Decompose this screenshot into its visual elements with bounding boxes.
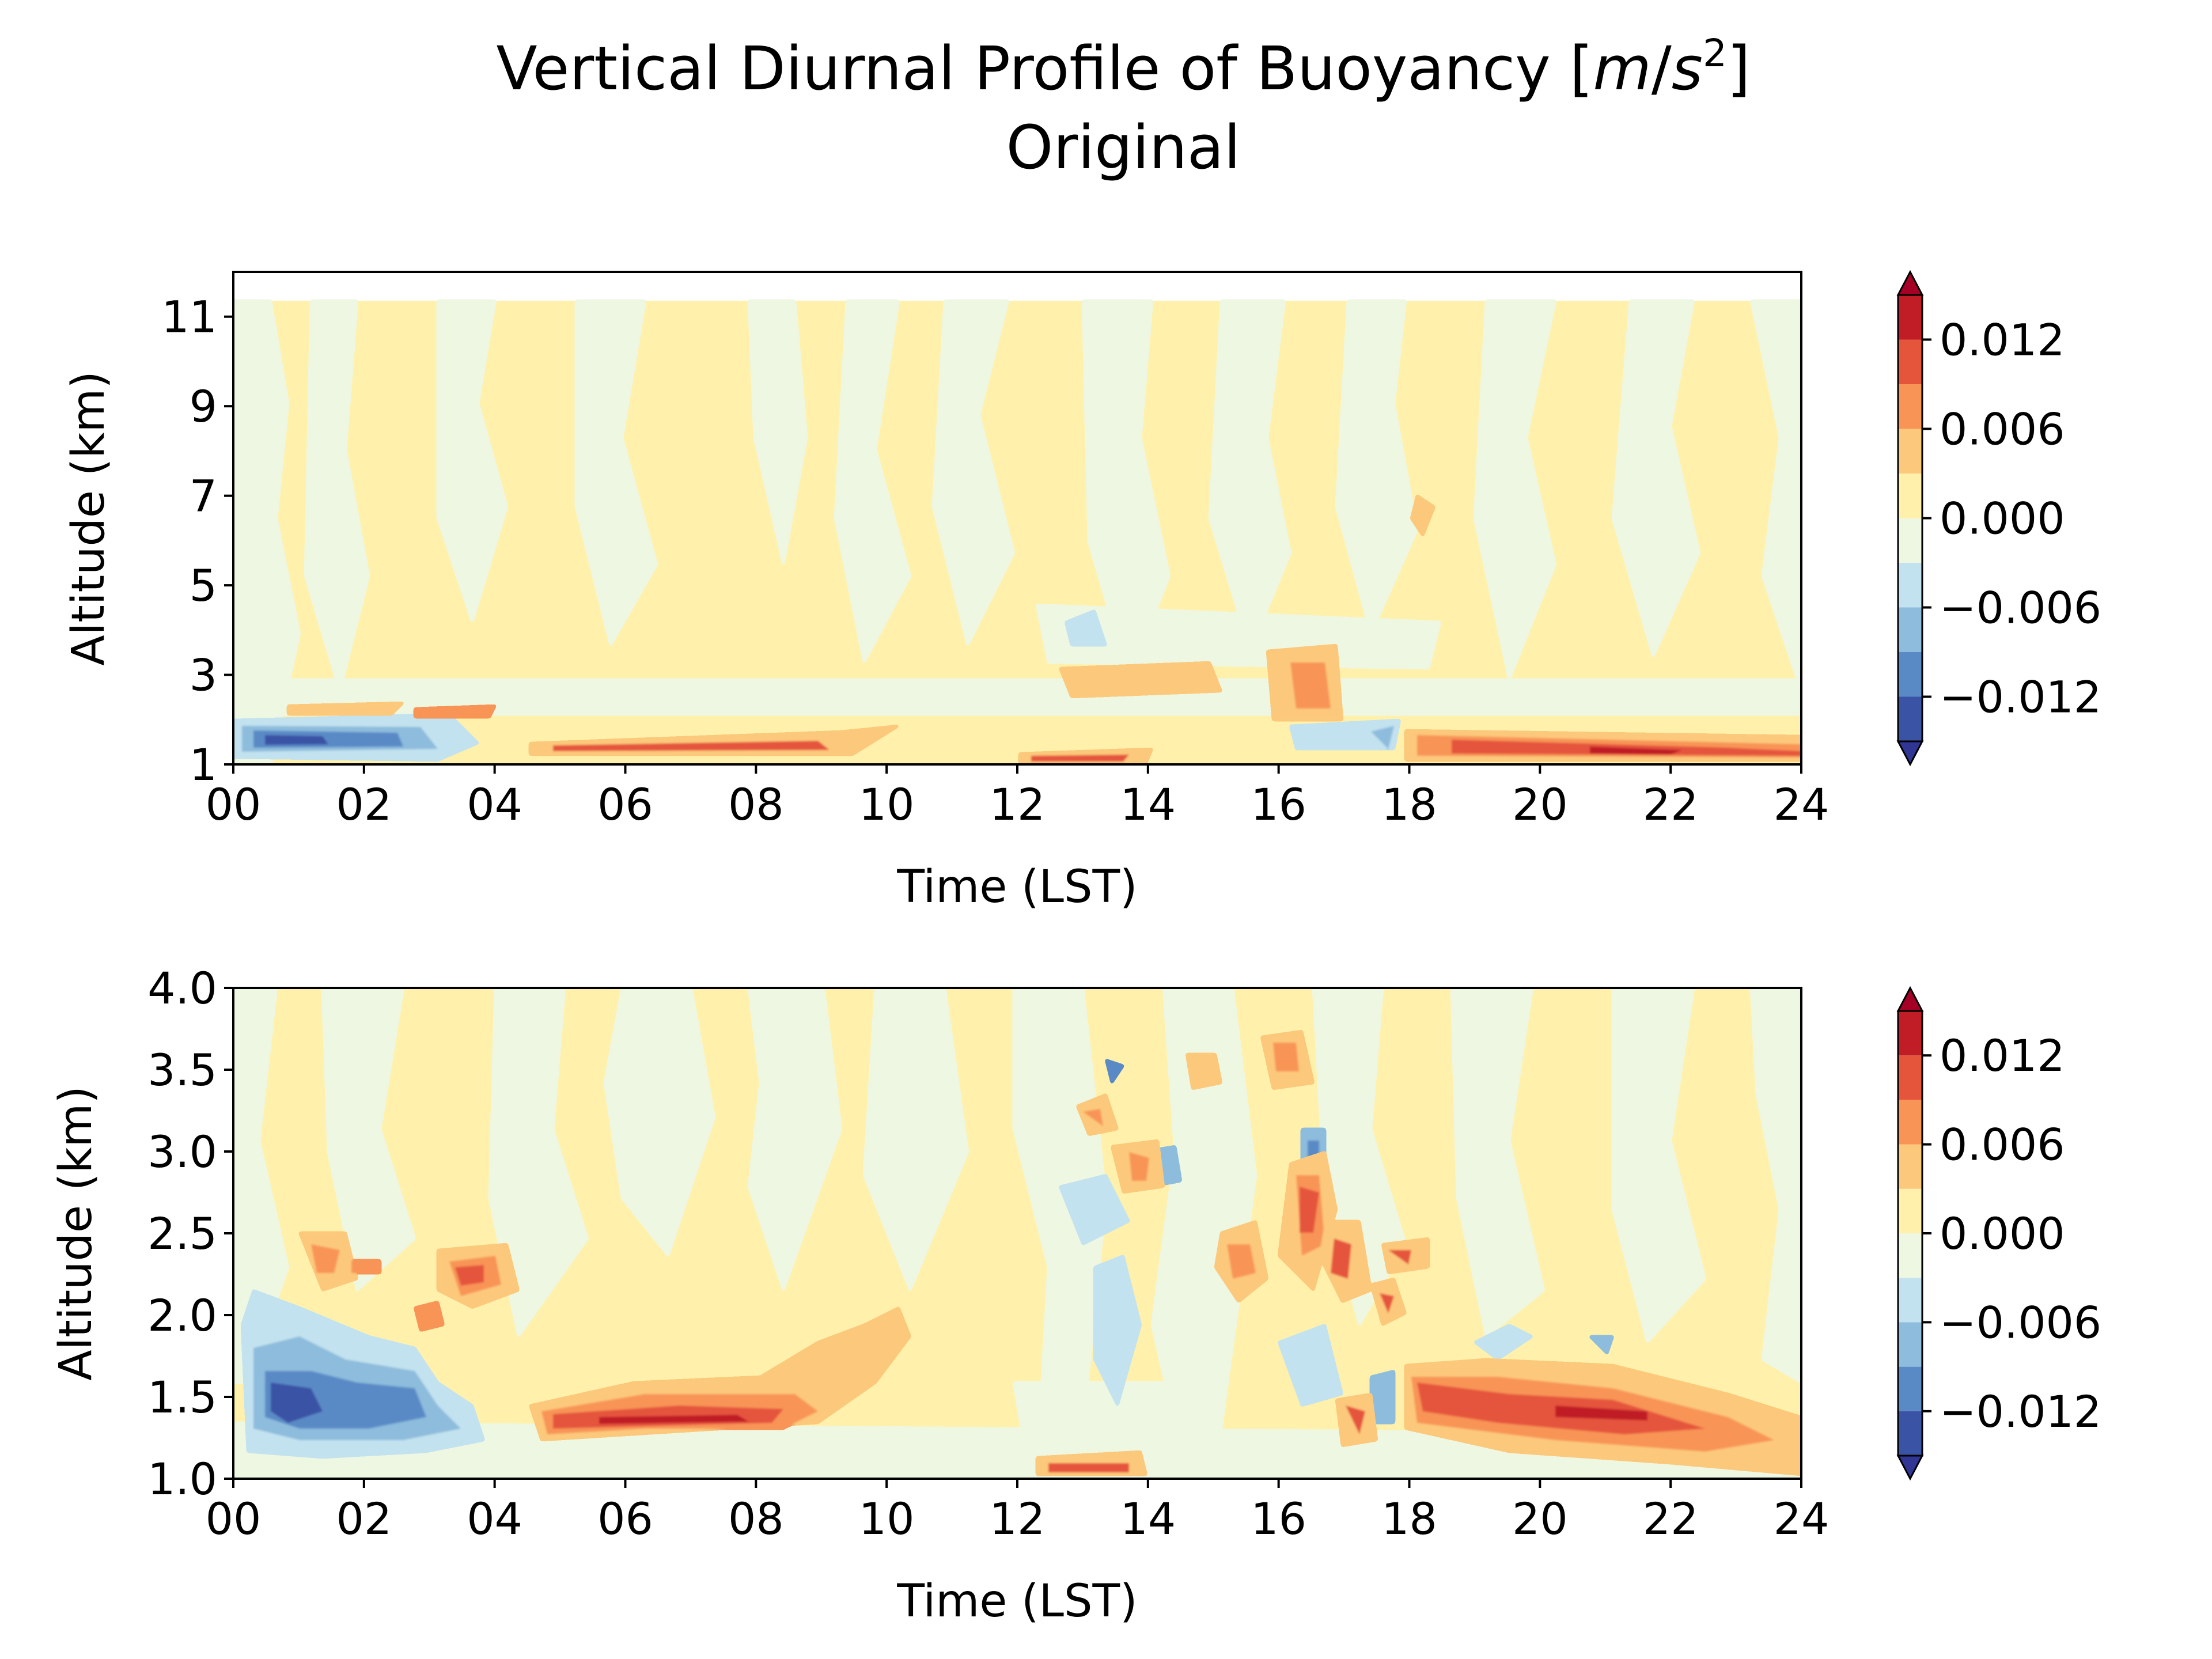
colorbar-tick-label: −0.006: [1940, 582, 2101, 634]
x-tick-label: 12: [990, 1493, 1046, 1544]
top-contour-field: [233, 301, 1801, 764]
x-tick-label: 24: [1774, 1493, 1830, 1544]
colorbar-band: [1898, 1188, 1922, 1233]
colorbar-band: [1898, 1144, 1922, 1189]
bottom-y-ticks: 1.0 1.5 2.0 2.5 3.0 3.5 4.0: [147, 963, 233, 1505]
x-tick-label: 24: [1774, 779, 1830, 830]
colorbar-tick-label: −0.012: [1940, 672, 2101, 723]
x-tick-label: 14: [1120, 779, 1176, 830]
bottom-x-ticks: 00 02 04 06 08 10 12 14 16 18 20 22 24: [206, 1479, 1830, 1544]
x-tick-label: 02: [336, 1493, 392, 1544]
x-tick-label: 06: [597, 1493, 653, 1544]
y-tick-label: 5: [190, 560, 217, 611]
y-tick-label: 3.5: [147, 1044, 217, 1096]
colorbar-band: [1898, 652, 1922, 697]
x-tick-label: 00: [206, 779, 262, 830]
colorbar-band: [1898, 1366, 1922, 1411]
x-tick-label: 22: [1643, 1493, 1699, 1544]
y-tick-label: 1.5: [147, 1372, 217, 1423]
y-tick-label: 3: [190, 650, 217, 701]
x-tick-label: 20: [1512, 1493, 1568, 1544]
colorbar-tick-label: −0.006: [1940, 1297, 2101, 1348]
bottom-near-zero-streaks: [233, 988, 1801, 1479]
x-tick-label: 20: [1512, 779, 1568, 830]
y-tick-label: 1.0: [147, 1453, 217, 1505]
colorbar-tick-label: 0.012: [1940, 1030, 2065, 1081]
x-tick-label: 02: [336, 779, 392, 830]
y-tick-label: 1: [190, 739, 217, 790]
x-tick-label: 00: [206, 1493, 262, 1544]
bottom-x-axis-label: Time (LST): [896, 1575, 1137, 1627]
colorbar-tick-label: 0.006: [1940, 404, 2065, 455]
colorbar-band: [1898, 384, 1922, 429]
colorbar-tick-label: 0.000: [1940, 1208, 2065, 1259]
bottom-panel: 00 02 04 06 08 10 12 14 16 18 20 22 24 1.0 1.5 2.0 2.5 3…: [50, 963, 2101, 1627]
colorbar-band: [1898, 474, 1922, 518]
colorbar-tick-label: 0.006: [1940, 1119, 2065, 1171]
colorbar-band: [1898, 295, 1922, 340]
colorbar-band: [1898, 1411, 1922, 1456]
top-near-zero-streaks: [233, 301, 1801, 764]
colorbar-tick-label: 0.012: [1940, 315, 2065, 366]
colorbar-band: [1898, 339, 1922, 384]
x-tick-label: 16: [1251, 1493, 1306, 1544]
bottom-positive-features: [300, 1031, 1801, 1475]
x-tick-label: 06: [597, 779, 653, 830]
colorbar-band: [1898, 1233, 1922, 1278]
y-tick-label: 9: [190, 381, 217, 432]
top-y-axis-label: Altitude (km): [63, 371, 115, 666]
colorbar-band: [1898, 696, 1922, 741]
top-x-axis-label: Time (LST): [896, 861, 1137, 913]
colorbar-band: [1898, 1011, 1922, 1056]
x-tick-label: 04: [467, 1493, 522, 1544]
x-tick-label: 04: [467, 779, 522, 830]
x-tick-label: 18: [1381, 779, 1437, 830]
x-tick-label: 08: [728, 779, 784, 830]
x-tick-label: 08: [728, 1493, 784, 1544]
x-tick-label: 22: [1643, 779, 1699, 830]
colorbar-band: [1898, 429, 1922, 474]
bottom-y-axis-label: Altitude (km): [50, 1086, 102, 1381]
x-tick-label: 10: [859, 1493, 915, 1544]
colorbar-band: [1898, 518, 1922, 563]
colorbar-tick-label: −0.012: [1940, 1386, 2101, 1437]
top-panel: 00 02 04 06 08 10 12 14 16 18 20 22 24 1 3 5 7 9 11 Time …: [63, 270, 2101, 913]
x-tick-label: 12: [990, 779, 1046, 830]
colorbar-band: [1898, 1322, 1922, 1367]
colorbar-band: [1898, 1100, 1922, 1145]
colorbar-tick-label: 0.000: [1940, 493, 2065, 544]
bottom-contour-field: [233, 988, 1801, 1479]
y-tick-label: 7: [190, 471, 217, 522]
figure-title: Vertical Diurnal Profile of Buoyancy [m/…: [496, 31, 1750, 104]
bottom-colorbar: 0.012 0.006 0.000 −0.006 −0.012: [1896, 986, 2101, 1481]
top-colorbar: 0.012 0.006 0.000 −0.006 −0.012: [1896, 270, 2101, 767]
x-tick-label: 10: [859, 779, 915, 830]
colorbar-band: [1898, 607, 1922, 652]
top-negative-layer: [233, 611, 1400, 760]
y-tick-label: 4.0: [147, 963, 217, 1014]
top-positive-layers: [288, 495, 1801, 763]
y-tick-label: 3.0: [147, 1126, 217, 1177]
y-tick-label: 11: [161, 291, 217, 343]
colorbar-band: [1898, 1278, 1922, 1323]
colorbar-extend-max: [1896, 270, 1924, 296]
x-tick-label: 18: [1381, 1493, 1437, 1544]
colorbar-extend-max: [1896, 986, 1924, 1012]
colorbar-band: [1898, 563, 1922, 608]
colorbar-band: [1898, 1055, 1922, 1100]
x-tick-label: 14: [1120, 1493, 1176, 1544]
top-x-ticks: 00 02 04 06 08 10 12 14 16 18 20 22 24: [206, 764, 1830, 830]
y-tick-label: 2.5: [147, 1208, 217, 1259]
top-y-ticks: 1 3 5 7 9 11: [161, 291, 233, 790]
colorbar-extend-min: [1896, 1455, 1924, 1481]
figure-subtitle: Original: [1006, 112, 1241, 183]
x-tick-label: 16: [1251, 779, 1306, 830]
y-tick-label: 2.0: [147, 1290, 217, 1341]
colorbar-extend-min: [1896, 740, 1924, 767]
